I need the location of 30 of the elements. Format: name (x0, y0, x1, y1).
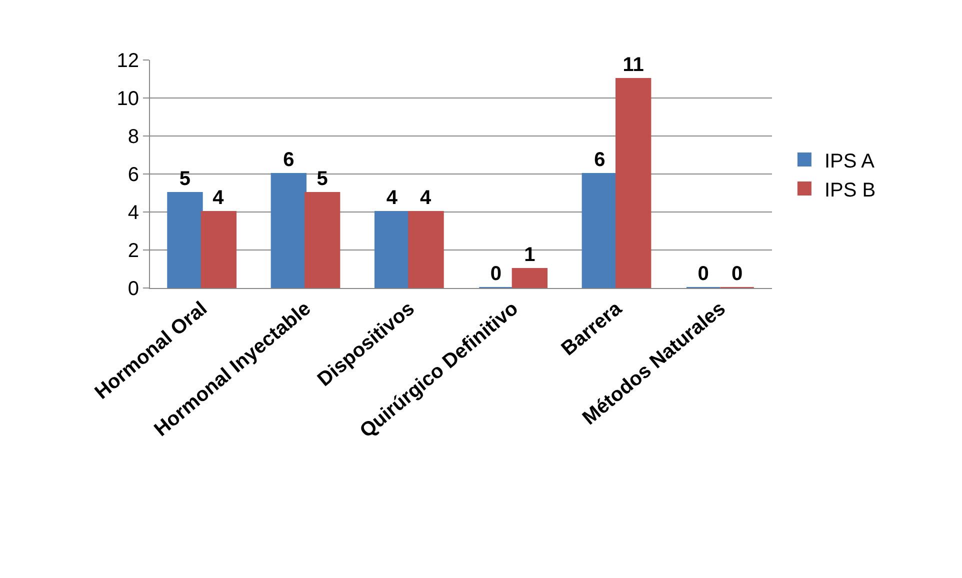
legend-label: IPS A (824, 150, 876, 172)
data-label: 0 (490, 263, 502, 285)
data-label: 4 (386, 187, 398, 209)
legend-label: IPS B (824, 179, 876, 202)
data-label: 5 (316, 168, 328, 190)
y-tick-label: 0 (128, 278, 139, 300)
bar (616, 78, 652, 288)
data-label: 6 (283, 149, 294, 171)
bar (200, 211, 237, 288)
bar (374, 211, 410, 288)
bar (582, 173, 618, 288)
y-tick-label: 6 (128, 164, 139, 186)
y-tick-label: 8 (128, 126, 139, 148)
bar (512, 268, 548, 288)
y-tick-label: 10 (116, 88, 139, 110)
y-tick-label: 12 (116, 50, 139, 72)
data-label: 0 (698, 263, 709, 285)
bar (304, 192, 340, 288)
y-tick-label: 2 (128, 240, 139, 262)
data-label: 4 (420, 187, 432, 209)
data-label: 1 (524, 244, 536, 266)
bar (408, 211, 444, 288)
bar (270, 173, 306, 288)
bar (167, 192, 203, 288)
data-label: 0 (731, 263, 743, 285)
data-label: 5 (179, 168, 191, 190)
data-label: 6 (594, 149, 606, 171)
y-tick-label: 4 (128, 202, 139, 224)
data-label: 11 (622, 54, 644, 76)
data-label: 4 (212, 187, 225, 209)
